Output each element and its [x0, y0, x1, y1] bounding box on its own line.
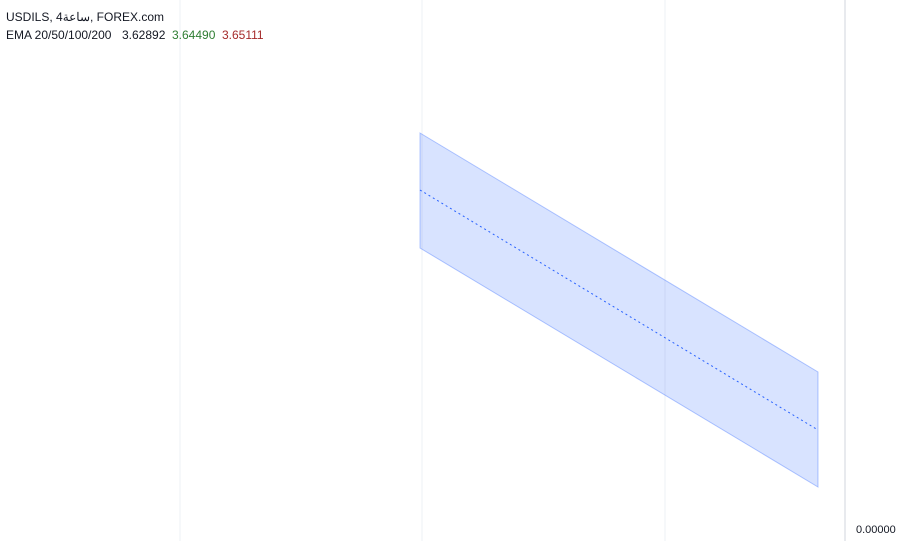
ema-value: 3.64490 — [172, 28, 216, 42]
grid — [179, 0, 666, 541]
indicator: EMA 20/50/100/200 — [6, 28, 112, 42]
ema-value: 3.65111 — [222, 28, 264, 42]
title: USDILS, 4ساعة, FOREX.com — [6, 10, 164, 24]
channel-area — [419, 132, 819, 488]
channel — [419, 132, 819, 488]
volume-axis-label: 0.00000 — [856, 524, 896, 536]
ema-value: 3.62892 — [122, 28, 166, 42]
